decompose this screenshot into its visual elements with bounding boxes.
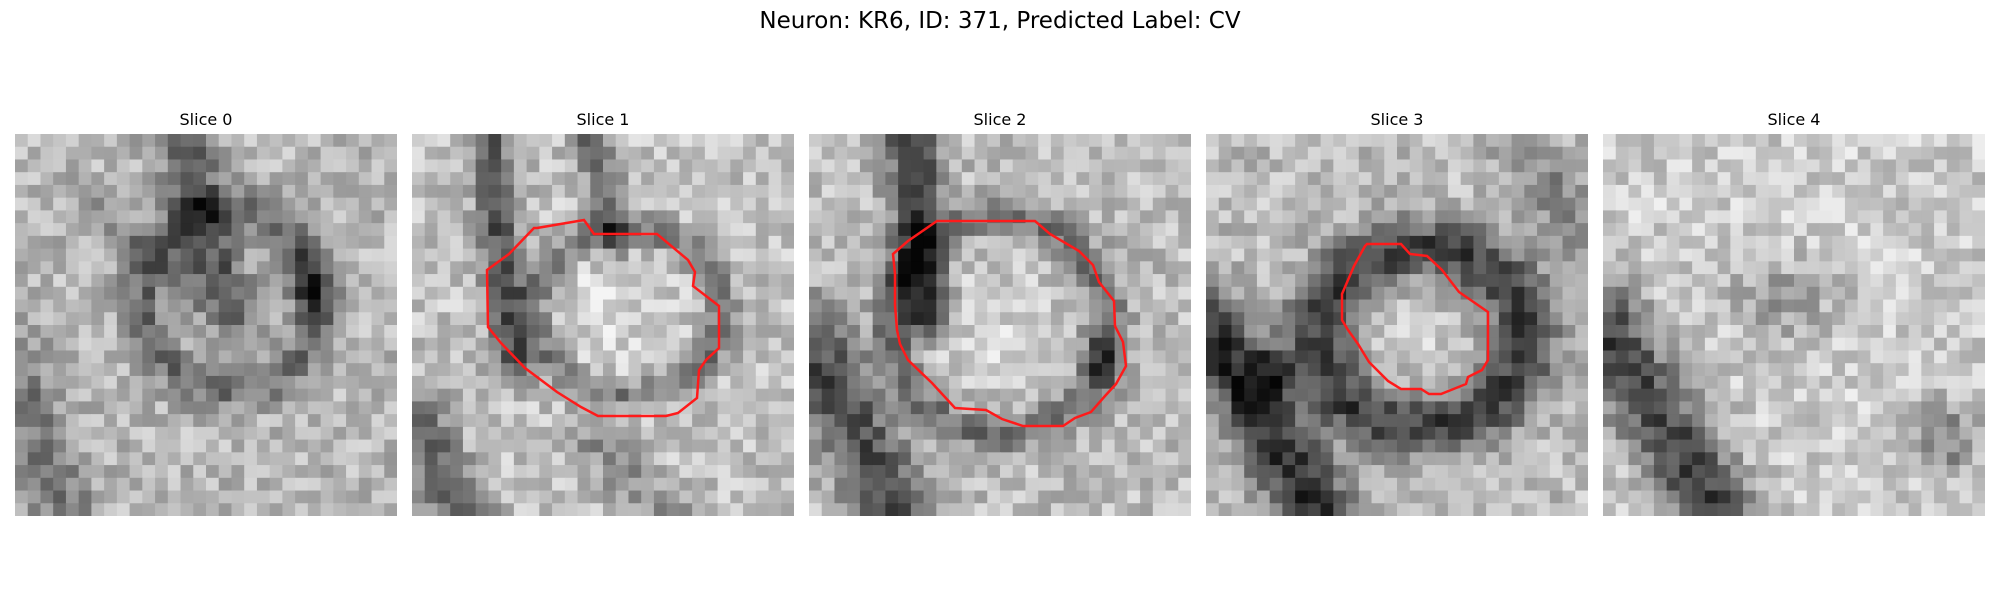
figure-title: Neuron: KR6, ID: 371, Predicted Label: C… bbox=[759, 8, 1241, 34]
roi-contour-3 bbox=[1340, 242, 1490, 396]
slice-panel-4: Slice 4 bbox=[1603, 110, 1985, 516]
slice-image-2 bbox=[809, 134, 1191, 516]
slice-panel-0: Slice 0 bbox=[15, 110, 397, 516]
slice-title-0: Slice 0 bbox=[179, 110, 233, 129]
slice-image-3 bbox=[1206, 134, 1588, 516]
slice-title-4: Slice 4 bbox=[1767, 110, 1821, 129]
slice-image-4 bbox=[1603, 134, 1985, 516]
slice-panel-1: Slice 1 bbox=[412, 110, 794, 516]
slice-title-1: Slice 1 bbox=[576, 110, 630, 129]
slice-panel-3: Slice 3 bbox=[1206, 110, 1588, 516]
slice-title-2: Slice 2 bbox=[973, 110, 1027, 129]
slice-image-0 bbox=[15, 134, 397, 516]
roi-contour-1 bbox=[485, 218, 721, 418]
roi-contour-2 bbox=[891, 219, 1128, 428]
slice-title-3: Slice 3 bbox=[1370, 110, 1424, 129]
slice-panel-2: Slice 2 bbox=[809, 110, 1191, 516]
slice-image-1 bbox=[412, 134, 794, 516]
